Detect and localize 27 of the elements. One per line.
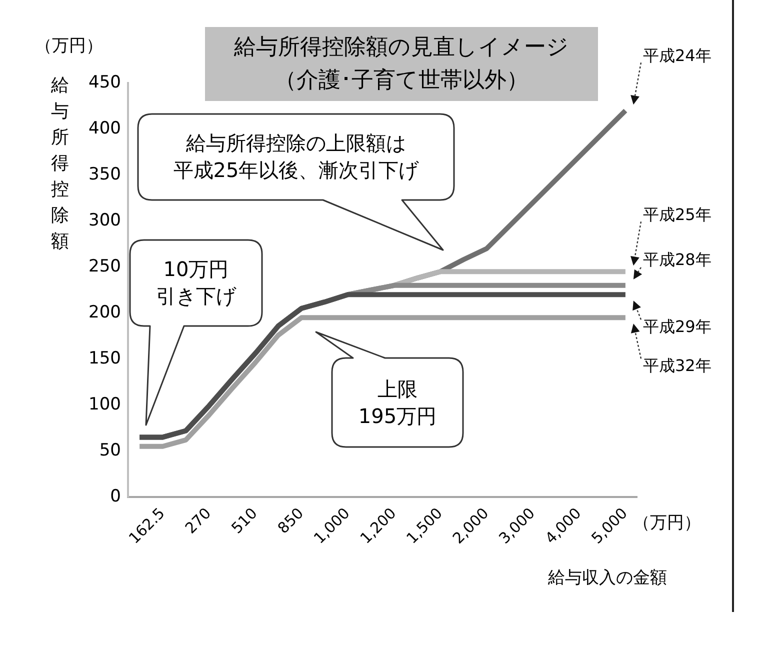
text: 平成25年: [643, 204, 712, 226]
y-tick-label: 150: [88, 348, 121, 368]
y-axis-title: 給与所得控除額: [50, 74, 70, 254]
y-tick-label: 50: [99, 440, 121, 460]
y-tick-label: 350: [88, 164, 121, 184]
y-tick-label: 300: [88, 210, 121, 230]
x-tick-label: 850: [274, 504, 308, 538]
text: 平成32年: [643, 354, 712, 377]
annotation: 給与所得控除の上限額は平成25年以後、漸次引下げ: [173, 130, 419, 184]
annotation: 上限195万円: [358, 376, 437, 430]
y-tick-label: 450: [88, 72, 121, 92]
text: 平成24年: [643, 44, 712, 67]
text: （万円）: [35, 35, 103, 57]
x-axis-title: 給与収入の金額: [548, 567, 667, 589]
series-label: 平成28年: [643, 249, 712, 272]
y-tick-label: 400: [88, 118, 121, 138]
chart-title: 給与所得控除額の見直しイメージ: [234, 34, 569, 62]
x-tick-label: 270: [182, 504, 215, 538]
annotation: 10万円引き下げ: [156, 256, 236, 310]
y-tick-label: 250: [88, 256, 121, 276]
x-tick-label: 510: [228, 504, 261, 538]
series-label: 平成29年: [643, 316, 712, 338]
text: （万円）: [633, 512, 701, 534]
chart-subtitle: （介護･子育て世帯以外）: [274, 67, 528, 95]
y-tick-label: 100: [88, 394, 121, 414]
y-tick-label: 200: [88, 302, 121, 322]
y-tick-label: 0: [110, 486, 121, 506]
